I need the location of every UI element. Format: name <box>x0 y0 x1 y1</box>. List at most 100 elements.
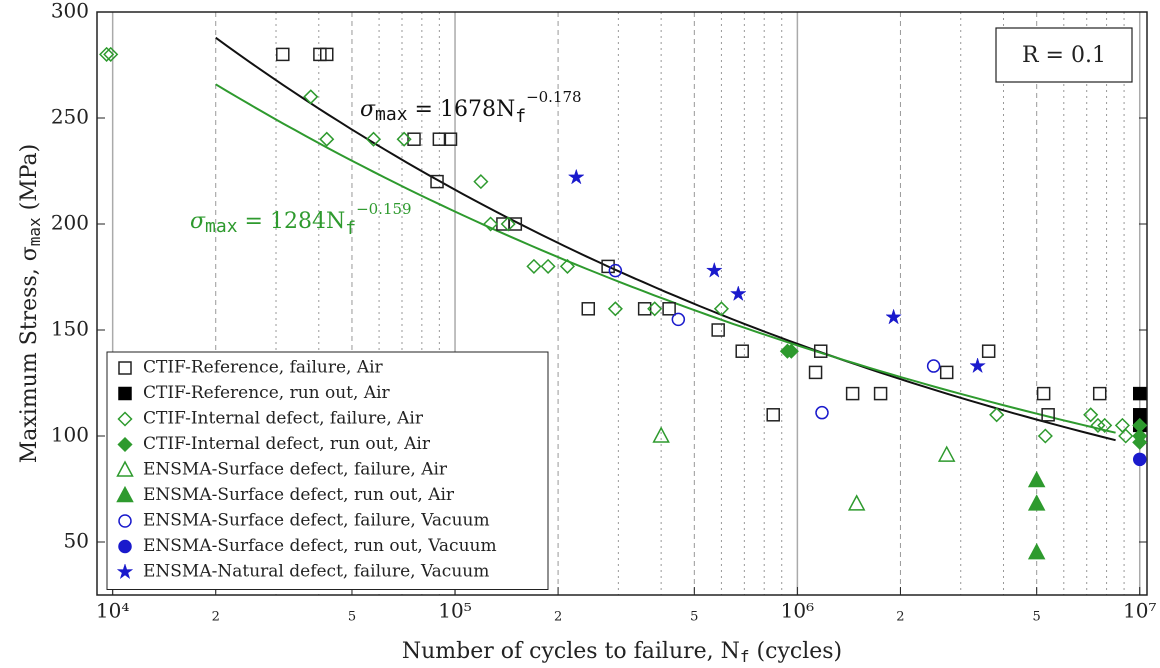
eq-text: = 1284N <box>238 209 346 234</box>
marker-star <box>116 563 134 580</box>
marker-square <box>432 132 447 146</box>
marker-diamond <box>117 436 133 453</box>
marker-square <box>508 217 523 231</box>
marker-star <box>969 357 986 374</box>
marker-square <box>662 302 676 316</box>
marker-diamond <box>526 258 542 274</box>
marker-diamond <box>713 301 729 317</box>
marker-star <box>885 308 902 325</box>
marker-square <box>873 386 888 401</box>
x-tick-label: 2 <box>554 610 562 625</box>
marker-circle <box>926 359 941 373</box>
marker-square <box>939 365 954 380</box>
marker-diamond <box>1114 417 1130 433</box>
marker-square <box>407 132 421 146</box>
eq-sub: max <box>375 104 408 125</box>
x-tick-label: 10⁶ <box>781 599 814 623</box>
marker-square <box>735 344 749 358</box>
marker-square <box>711 323 725 337</box>
label-sub: max <box>25 217 44 246</box>
marker-diamond <box>1090 417 1106 433</box>
marker-diamond <box>483 216 499 232</box>
y-axis-label: Maximum Stress, σmax (MPa) <box>17 144 44 464</box>
marker-diamond <box>103 46 119 62</box>
label-text: (MPa) <box>17 144 42 218</box>
fit-equation: σmax = 1678Nf−0.178 <box>360 88 582 127</box>
marker-star <box>705 261 723 278</box>
eq-sup: −0.178 <box>526 88 582 106</box>
marker-diamond <box>319 131 335 147</box>
label-text: Number of cycles to failure, N <box>402 639 740 664</box>
x-tick-label: 2 <box>896 610 904 625</box>
marker-square <box>766 408 780 422</box>
marker-diamond <box>99 46 115 62</box>
marker-circle <box>608 263 623 278</box>
marker-square <box>637 302 652 316</box>
marker-diamond <box>783 343 799 359</box>
eq-sub: max <box>205 216 238 237</box>
marker-square <box>813 344 828 358</box>
x-tick-label: 5 <box>348 610 356 625</box>
marker-square <box>430 174 444 189</box>
marker-triangle <box>937 445 956 462</box>
eq-symbol: σ <box>190 209 206 234</box>
marker-square <box>1092 386 1107 401</box>
marker-diamond <box>1083 407 1099 423</box>
legend: CTIF-Reference, failure, Air CTIF-Referen… <box>106 351 549 590</box>
marker-star <box>729 285 747 302</box>
annotation: R = 0.1 <box>1022 43 1106 68</box>
annotation-box <box>995 27 1133 83</box>
marker-circle <box>118 514 132 528</box>
legend-label: CTIF-Reference, failure, Air <box>143 358 384 378</box>
marker-square <box>981 344 996 358</box>
marker-diamond <box>473 174 489 190</box>
legend-label: ENSMA-Natural defect, failure, Vacuum <box>143 562 489 582</box>
legend-label: ENSMA-Surface defect, run out, Air <box>143 485 455 505</box>
x-tick-label: 5 <box>1033 610 1041 625</box>
marker-square <box>601 259 615 274</box>
legend-label: CTIF-Internal defect, run out, Air <box>143 434 431 454</box>
marker-triangle <box>847 494 866 511</box>
fit-curve <box>215 36 1116 442</box>
marker-square <box>845 386 860 401</box>
legend-label: ENSMA-Surface defect, run out, Vacuum <box>143 536 497 556</box>
y-tick-label: 200 <box>51 211 89 235</box>
label-text: (cycles) <box>750 639 843 664</box>
label-sub: f <box>740 647 750 666</box>
marker-diamond <box>989 407 1005 423</box>
marker-triangle <box>116 485 134 503</box>
y-tick-label: 250 <box>51 105 89 129</box>
marker-diamond <box>540 258 556 274</box>
marker-diamond <box>117 411 133 427</box>
marker-diamond <box>303 89 319 105</box>
label-text: Maximum Stress, σ <box>17 246 42 463</box>
fit-equation: σmax = 1284Nf−0.159 <box>190 200 412 239</box>
marker-diamond <box>1097 417 1113 433</box>
legend-label: CTIF-Reference, run out, Air <box>143 383 391 403</box>
marker-square <box>443 132 458 146</box>
x-axis-label: Number of cycles to failure, Nf (cycles) <box>402 639 842 666</box>
marker-diamond <box>1037 428 1053 444</box>
marker-square <box>808 365 823 380</box>
marker-circle <box>118 539 132 554</box>
marker-diamond <box>1118 428 1134 444</box>
x-tick-label: 2 <box>212 610 220 625</box>
marker-triangle <box>1027 494 1046 511</box>
x-tick-label: 5 <box>690 610 698 625</box>
marker-square <box>1132 386 1147 401</box>
marker-square <box>319 47 334 62</box>
marker-diamond <box>1132 434 1148 450</box>
x-tick-label: 10⁷ <box>1123 599 1156 623</box>
marker-diamond <box>607 301 623 317</box>
fit-curve <box>215 83 1116 434</box>
legend-label: ENSMA-Surface defect, failure, Air <box>143 460 448 480</box>
legend-label: ENSMA-Surface defect, failure, Vacuum <box>143 511 490 531</box>
marker-diamond <box>365 131 382 147</box>
eq-sup: −0.159 <box>356 200 412 218</box>
legend-box <box>106 351 549 590</box>
y-tick-label: 300 <box>51 0 89 23</box>
marker-star <box>567 168 585 185</box>
y-tick-label: 50 <box>64 529 89 553</box>
marker-square <box>581 302 596 316</box>
marker-square <box>1041 408 1055 422</box>
